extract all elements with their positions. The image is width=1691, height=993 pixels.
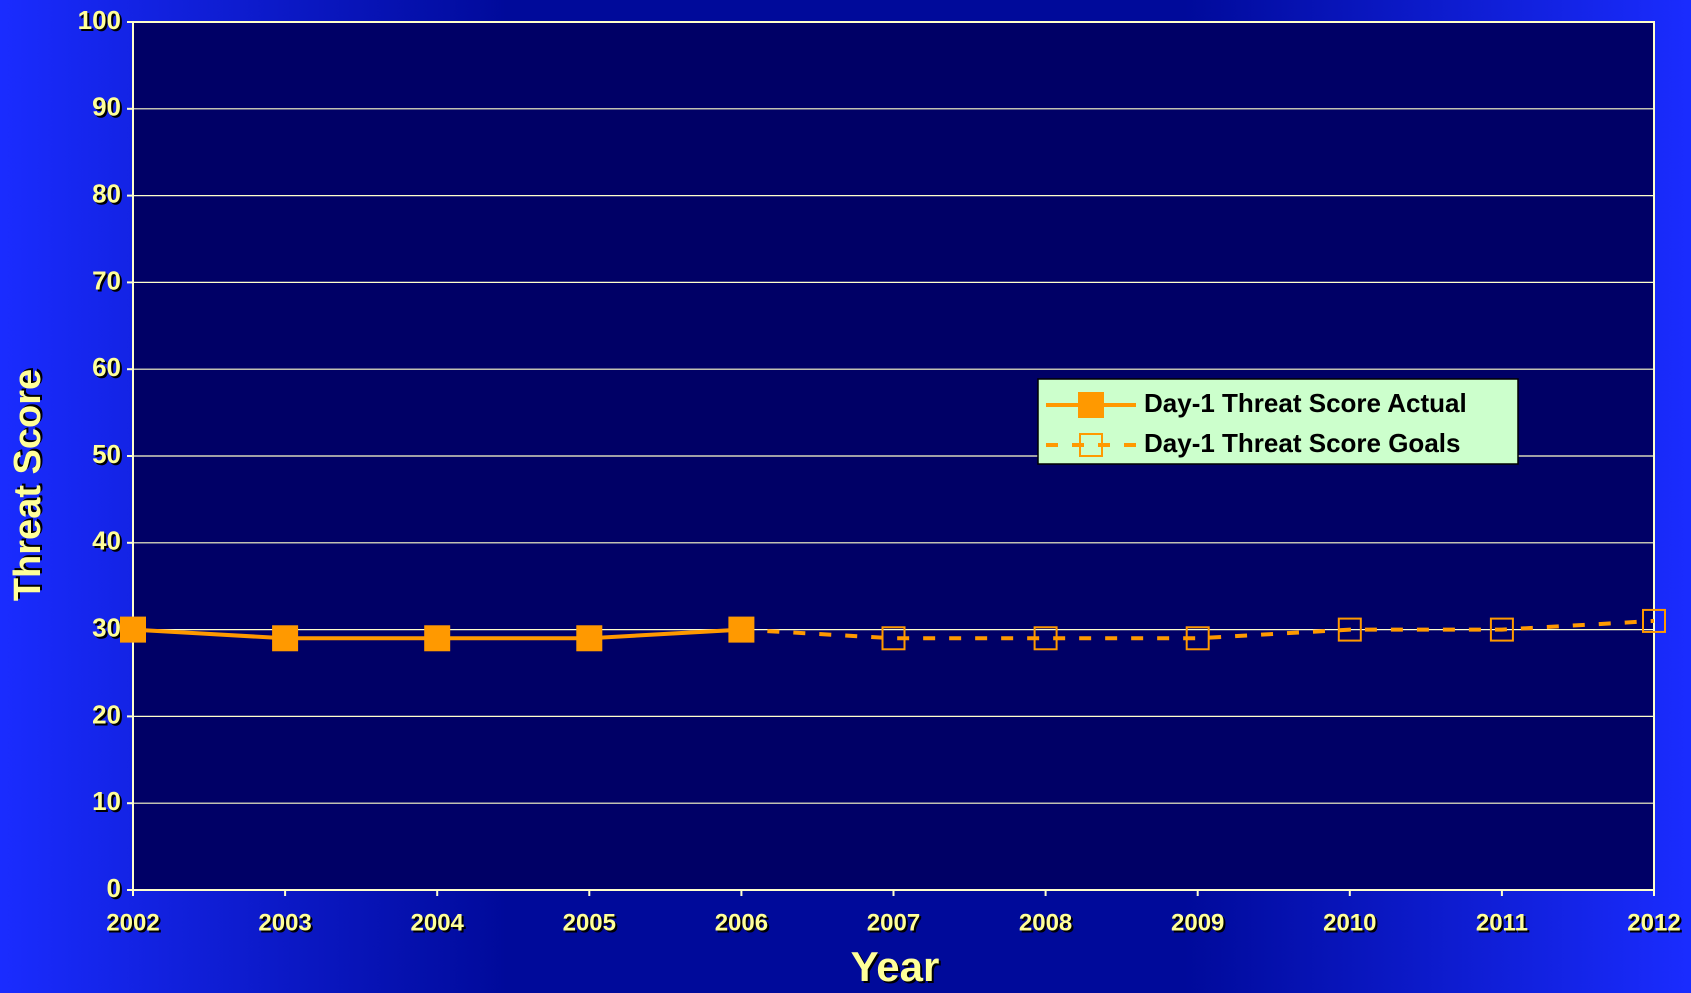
- y-tick-label: 50: [92, 439, 121, 469]
- y-tick-label: 70: [92, 265, 121, 295]
- y-tick-label: 10: [92, 786, 121, 816]
- x-tick-label: 2011: [1476, 909, 1528, 936]
- y-axis-title: Threat Score: [7, 369, 49, 601]
- x-tick-label: 2010: [1323, 909, 1376, 936]
- x-axis-title: Year: [851, 943, 940, 990]
- y-tick-label: 90: [92, 92, 121, 122]
- x-tick-label: 2009: [1171, 909, 1224, 936]
- y-tick-label: 80: [92, 178, 121, 208]
- x-tick-label: 2008: [1019, 909, 1072, 936]
- marker: [1078, 392, 1104, 418]
- marker: [576, 625, 603, 652]
- marker: [1337, 617, 1362, 642]
- marker: [1489, 617, 1514, 642]
- y-tick-label: 100: [78, 5, 121, 35]
- marker: [1185, 626, 1210, 651]
- y-tick-label: 0: [107, 873, 121, 903]
- legend: Day-1 Threat Score Actual Day-1 Threat Sc…: [1037, 378, 1519, 465]
- marker: [1033, 626, 1058, 651]
- y-tick-label: 20: [92, 699, 121, 729]
- marker: [1642, 608, 1666, 633]
- marker: [1079, 433, 1103, 457]
- legend-box: [1037, 378, 1519, 465]
- x-tick-label: 2004: [411, 909, 465, 936]
- marker: [424, 625, 451, 652]
- x-tick-label: 2005: [563, 909, 616, 936]
- x-tick-label: 2012: [1627, 909, 1680, 936]
- series-line: [741, 618, 1655, 641]
- x-tick-label: 2002: [106, 909, 159, 936]
- y-tick-label: 60: [92, 352, 121, 382]
- marker: [120, 616, 146, 643]
- legend-label: Day-1 Threat Score Goals: [1144, 428, 1460, 458]
- marker: [881, 626, 906, 651]
- x-tick-label: 2006: [715, 909, 768, 936]
- marker: [728, 616, 755, 643]
- legend-label: Day-1 Threat Score Actual: [1144, 388, 1467, 418]
- marker: [272, 625, 299, 652]
- y-tick-label: 30: [92, 612, 121, 642]
- x-tick-label: 2007: [867, 909, 920, 936]
- y-tick-label: 40: [92, 526, 121, 556]
- x-tick-label: 2003: [258, 909, 311, 936]
